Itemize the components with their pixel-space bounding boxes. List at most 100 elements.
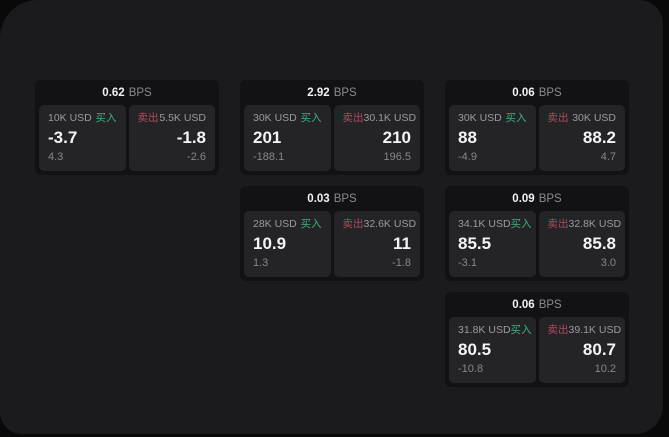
quote-card: 0.03 BPS 28K USD 买入 10.9 1.3 卖出 32.6K US…: [240, 186, 424, 281]
sell-sub-value: 3.0: [600, 257, 616, 269]
buy-side-label: 买入: [95, 112, 117, 124]
sell-sub-value: 196.5: [383, 151, 411, 163]
buy-size-label: 30K USD: [253, 112, 297, 124]
price-tiles: 10K USD 买入 -3.7 4.3 卖出 5.5K USD -1.8 -2.…: [39, 105, 215, 171]
buy-price-value: -3.7: [48, 128, 78, 147]
spread-header: 0.06 BPS: [449, 292, 625, 317]
spread-value: 0.06: [512, 86, 535, 99]
buy-sub-value: -3.1: [458, 257, 477, 269]
buy-price-tile[interactable]: 10K USD 买入 -3.7 4.3: [39, 105, 126, 171]
sell-price-tile[interactable]: 卖出 5.5K USD -1.8 -2.6: [128, 105, 215, 171]
sell-sub-value: 4.7: [600, 151, 616, 163]
buy-sub-value: -188.1: [253, 151, 285, 163]
buy-price-tile[interactable]: 31.8K USD 买入 80.5 -10.8: [449, 317, 536, 383]
quote-card: 0.09 BPS 34.1K USD 买入 85.5 -3.1 卖出 32.8K…: [445, 186, 629, 281]
sell-price-tile[interactable]: 卖出 32.8K USD 85.8 3.0: [538, 211, 625, 277]
quote-card: 0.62 BPS 10K USD 买入 -3.7 4.3 卖出 5.5K USD…: [35, 80, 219, 175]
spread-unit-label: BPS: [333, 192, 357, 205]
price-tiles: 30K USD 买入 201 -188.1 卖出 30.1K USD 210 1…: [244, 105, 420, 171]
sell-price-tile[interactable]: 卖出 39.1K USD 80.7 10.2: [538, 317, 625, 383]
sell-sub-value: -1.8: [392, 257, 411, 269]
buy-size-label: 28K USD: [253, 218, 297, 230]
buy-sub-value: -10.8: [458, 363, 484, 375]
buy-price-value: 80.5: [458, 340, 492, 359]
sell-side-label: 卖出: [137, 112, 159, 124]
sell-side-label: 卖出: [547, 218, 569, 230]
sell-tile-top-row: 卖出 30K USD: [548, 112, 617, 125]
spread-value: 2.92: [307, 86, 330, 99]
spread-header: 0.09 BPS: [449, 186, 625, 211]
sell-sub-value: -2.6: [187, 151, 206, 163]
buy-price-value: 85.5: [458, 234, 492, 253]
sell-side-label: 卖出: [342, 218, 364, 230]
spread-header: 0.06 BPS: [449, 80, 625, 105]
sell-tile-top-row: 卖出 5.5K USD: [138, 112, 207, 125]
buy-price-tile[interactable]: 30K USD 买入 88 -4.9: [449, 105, 536, 171]
sell-side-label: 卖出: [547, 324, 569, 336]
buy-tile-top-row: 34.1K USD 买入: [458, 218, 532, 231]
spread-unit-label: BPS: [128, 86, 152, 99]
buy-size-label: 34.1K USD: [458, 218, 511, 230]
price-tiles: 34.1K USD 买入 85.5 -3.1 卖出 32.8K USD 85.8…: [449, 211, 625, 277]
buy-tile-top-row: 30K USD 买入: [458, 112, 527, 125]
buy-price-value: 10.9: [253, 234, 287, 253]
spread-unit-label: BPS: [333, 86, 357, 99]
sell-size-label: 39.1K USD: [568, 324, 622, 336]
spread-header: 0.03 BPS: [244, 186, 420, 211]
spread-unit-label: BPS: [538, 298, 562, 311]
buy-price-tile[interactable]: 30K USD 买入 201 -188.1: [244, 105, 331, 171]
spread-value: 0.03: [307, 192, 330, 205]
sell-tile-top-row: 卖出 39.1K USD: [547, 324, 622, 337]
price-tiles: 28K USD 买入 10.9 1.3 卖出 32.6K USD 11 -1.8: [244, 211, 420, 277]
sell-size-label: 30.1K USD: [363, 112, 417, 124]
sell-price-value: 210: [382, 128, 411, 147]
buy-side-label: 买入: [300, 218, 322, 230]
quote-card: 0.06 BPS 31.8K USD 买入 80.5 -10.8 卖出 39.1…: [445, 292, 629, 387]
buy-sub-value: 1.3: [253, 257, 269, 269]
spread-unit-label: BPS: [538, 192, 562, 205]
buy-side-label: 买入: [510, 218, 532, 230]
sell-price-value: 80.7: [582, 340, 616, 359]
sell-tile-top-row: 卖出 32.8K USD: [547, 218, 622, 231]
sell-size-label: 32.8K USD: [568, 218, 622, 230]
sell-price-tile[interactable]: 卖出 30K USD 88.2 4.7: [538, 105, 625, 171]
buy-price-tile[interactable]: 34.1K USD 买入 85.5 -3.1: [449, 211, 536, 277]
sell-size-label: 5.5K USD: [159, 112, 206, 124]
sell-price-tile[interactable]: 卖出 32.6K USD 11 -1.8: [333, 211, 420, 277]
sell-tile-top-row: 卖出 30.1K USD: [342, 112, 417, 125]
sell-size-label: 32.6K USD: [363, 218, 417, 230]
sell-side-label: 卖出: [342, 112, 364, 124]
quote-card: 0.06 BPS 30K USD 买入 88 -4.9 卖出 30K USD 8…: [445, 80, 629, 175]
buy-sub-value: 4.3: [48, 151, 64, 163]
buy-side-label: 买入: [505, 112, 527, 124]
sell-side-label: 卖出: [547, 112, 569, 124]
buy-tile-top-row: 31.8K USD 买入: [458, 324, 532, 337]
buy-price-value: 201: [253, 128, 282, 147]
buy-tile-top-row: 30K USD 买入: [253, 112, 322, 125]
price-tiles: 30K USD 买入 88 -4.9 卖出 30K USD 88.2 4.7: [449, 105, 625, 171]
buy-size-label: 10K USD: [48, 112, 92, 124]
price-tiles: 31.8K USD 买入 80.5 -10.8 卖出 39.1K USD 80.…: [449, 317, 625, 383]
buy-tile-top-row: 10K USD 买入: [48, 112, 117, 125]
spread-value: 0.06: [512, 298, 535, 311]
buy-price-value: 88: [458, 128, 477, 147]
sell-price-tile[interactable]: 卖出 30.1K USD 210 196.5: [333, 105, 420, 171]
spread-header: 2.92 BPS: [244, 80, 420, 105]
sell-price-value: 88.2: [582, 128, 616, 147]
buy-side-label: 买入: [300, 112, 322, 124]
buy-side-label: 买入: [510, 324, 532, 336]
spread-unit-label: BPS: [538, 86, 562, 99]
buy-tile-top-row: 28K USD 买入: [253, 218, 322, 231]
buy-sub-value: -4.9: [458, 151, 477, 163]
sell-sub-value: 10.2: [594, 363, 616, 375]
spread-header: 0.62 BPS: [39, 80, 215, 105]
sell-price-value: 85.8: [582, 234, 616, 253]
sell-price-value: 11: [393, 234, 411, 253]
buy-size-label: 31.8K USD: [458, 324, 511, 336]
buy-price-tile[interactable]: 28K USD 买入 10.9 1.3: [244, 211, 331, 277]
sell-tile-top-row: 卖出 32.6K USD: [342, 218, 417, 231]
sell-price-value: -1.8: [176, 128, 206, 147]
buy-size-label: 30K USD: [458, 112, 502, 124]
sell-size-label: 30K USD: [572, 112, 616, 124]
